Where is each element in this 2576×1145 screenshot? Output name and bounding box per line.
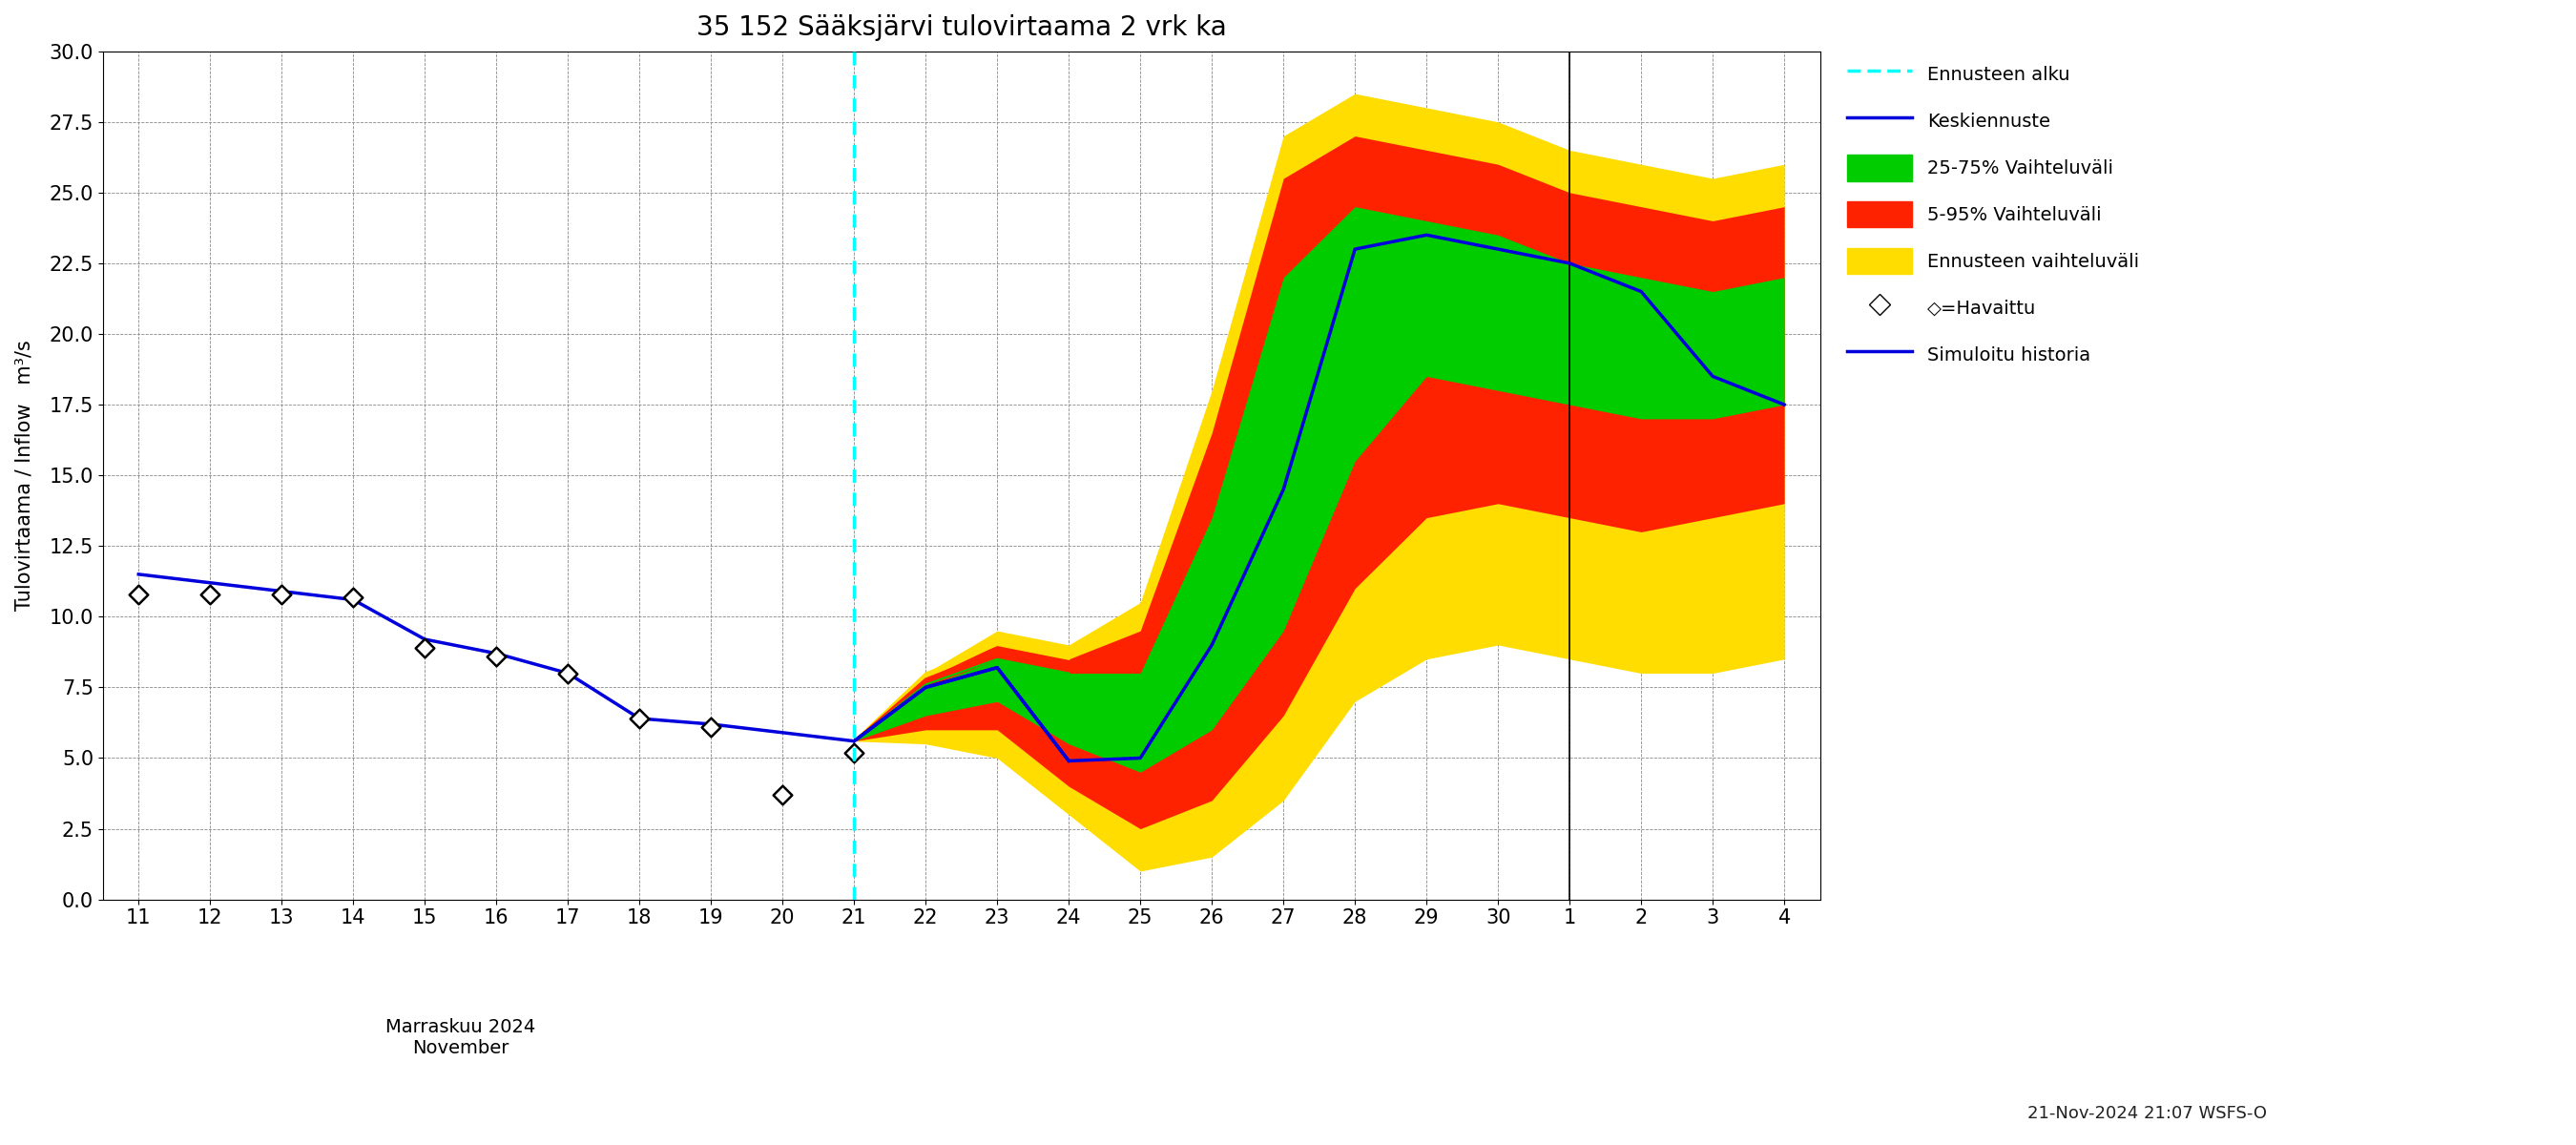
Point: [332, 587, 374, 606]
Text: 21-Nov-2024 21:07 WSFS-O: 21-Nov-2024 21:07 WSFS-O: [2027, 1105, 2267, 1122]
Y-axis label: Tulovirtaama / Inflow   m³/s: Tulovirtaama / Inflow m³/s: [15, 340, 33, 610]
Point: [762, 785, 804, 804]
Point: [118, 585, 160, 603]
Point: [618, 709, 659, 727]
Text: Marraskuu 2024
November: Marraskuu 2024 November: [386, 1018, 536, 1057]
Point: [690, 718, 732, 736]
Point: [546, 664, 587, 682]
Point: [404, 639, 446, 657]
Title: 35 152 Sääksjärvi tulovirtaama 2 vrk ka: 35 152 Sääksjärvi tulovirtaama 2 vrk ka: [696, 14, 1226, 41]
Point: [477, 647, 518, 665]
Point: [835, 743, 876, 761]
Legend: Ennusteen alku, Keskiennuste, 25-75% Vaihteluväli, 5-95% Vaihteluväli, Ennusteen: Ennusteen alku, Keskiennuste, 25-75% Vai…: [1837, 52, 2148, 377]
Point: [191, 585, 232, 603]
Point: [260, 585, 301, 603]
